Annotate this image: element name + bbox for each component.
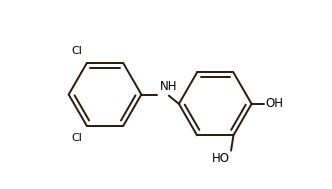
Text: Cl: Cl [71, 46, 82, 56]
Text: HO: HO [212, 153, 230, 166]
Text: OH: OH [265, 97, 283, 110]
Text: NH: NH [160, 80, 178, 93]
Text: Cl: Cl [71, 133, 82, 143]
